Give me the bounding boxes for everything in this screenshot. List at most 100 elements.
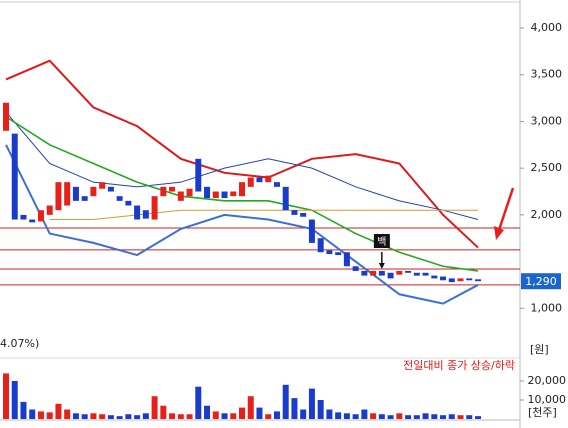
- volume-bar: [221, 413, 228, 419]
- candle: [335, 252, 342, 256]
- volume-bar: [125, 414, 132, 419]
- candle: [273, 182, 280, 187]
- candle: [125, 200, 132, 206]
- candle: [343, 252, 350, 267]
- volume-bar: [160, 405, 167, 419]
- volume-bar: [151, 396, 158, 419]
- volume-bar: [169, 413, 176, 419]
- candle: [116, 196, 123, 201]
- candle: [195, 158, 202, 192]
- candle: [151, 196, 158, 220]
- y-tick-label: 3,000: [531, 114, 563, 127]
- volume-bar: [326, 409, 333, 419]
- volume-bar: [72, 413, 79, 419]
- volume-legend: 전일대비 종가 상승/하락: [403, 358, 515, 372]
- volume-bar: [475, 416, 481, 419]
- volume-bar: [64, 409, 71, 419]
- volume-bar: [370, 413, 377, 419]
- volume-bar: [413, 415, 420, 419]
- volume-bar: [440, 415, 447, 419]
- candle: [72, 186, 79, 201]
- candle: [247, 177, 254, 187]
- candle: [405, 270, 412, 273]
- volume-bar: [448, 414, 455, 419]
- marker-box: [373, 234, 390, 248]
- volume-bar: [405, 415, 412, 419]
- candle: [99, 182, 106, 189]
- candle: [81, 196, 88, 201]
- current-price-box: [521, 273, 561, 290]
- candle: [440, 276, 447, 281]
- volume-bar: [46, 412, 53, 419]
- candle: [378, 270, 385, 276]
- candle: [160, 186, 167, 197]
- volume-bar: [352, 414, 359, 419]
- candle: [396, 270, 403, 275]
- candle: [3, 102, 9, 131]
- annotation-arrow: [497, 187, 515, 231]
- volume-bar: [247, 396, 254, 419]
- candle: [169, 186, 176, 192]
- y-tick-label: 2,500: [531, 161, 563, 174]
- candle: [300, 213, 307, 217]
- candle: [46, 205, 53, 215]
- volume-bar: [422, 413, 429, 419]
- candle: [457, 278, 464, 282]
- candle: [326, 250, 333, 255]
- volume-bar: [116, 416, 123, 419]
- candle: [282, 186, 289, 211]
- candle: [20, 214, 27, 220]
- volume-bar: [256, 407, 263, 419]
- volume-bar: [11, 381, 18, 419]
- indicator-line: [5, 59, 479, 249]
- volume-bar: [204, 405, 211, 419]
- volume-bar: [55, 403, 62, 419]
- volume-bar: [230, 413, 237, 419]
- indicator-line: [5, 116, 479, 272]
- volume-bar: [308, 388, 315, 419]
- candle: [186, 188, 193, 197]
- volume-bar: [134, 415, 141, 419]
- marker-label: 백: [377, 236, 386, 248]
- candle: [308, 219, 315, 243]
- candle: [221, 191, 228, 199]
- y-tick-label: 2,000: [531, 208, 563, 221]
- candle: [475, 279, 481, 282]
- candle: [90, 186, 97, 197]
- indicator-line: [49, 209, 478, 221]
- volume-bar: [317, 400, 324, 419]
- candle: [431, 275, 438, 279]
- y-tick-label: 3,500: [531, 68, 563, 81]
- volume-bar: [186, 414, 193, 419]
- candle: [413, 272, 420, 276]
- candle: [212, 191, 219, 199]
- volume-tick-label: 10,000: [528, 393, 567, 406]
- candle: [64, 182, 71, 206]
- candle: [352, 266, 359, 271]
- indicator-line: [5, 111, 479, 221]
- candle: [29, 219, 36, 223]
- candle: [230, 191, 237, 197]
- volume-bar: [291, 398, 298, 419]
- volume-bar: [177, 414, 184, 419]
- candle: [55, 182, 62, 211]
- volume-bar: [212, 411, 219, 419]
- volume-bar: [99, 414, 106, 419]
- y-tick-label: 4,000: [531, 21, 563, 34]
- volume-bar: [265, 414, 272, 419]
- volume-bar: [396, 413, 403, 419]
- volume-bar: [142, 413, 149, 419]
- volume-unit: [천주]: [528, 405, 557, 419]
- volume-bar: [273, 411, 280, 419]
- annotation-arrowhead: [494, 226, 504, 240]
- volume-bar: [378, 414, 385, 419]
- candle: [422, 272, 429, 276]
- volume-bar: [3, 373, 9, 419]
- candle: [265, 175, 272, 183]
- volume-bar: [343, 413, 350, 419]
- candle: [361, 270, 368, 276]
- candle: [317, 238, 324, 253]
- volume-bar: [90, 413, 97, 419]
- candle: [11, 133, 18, 220]
